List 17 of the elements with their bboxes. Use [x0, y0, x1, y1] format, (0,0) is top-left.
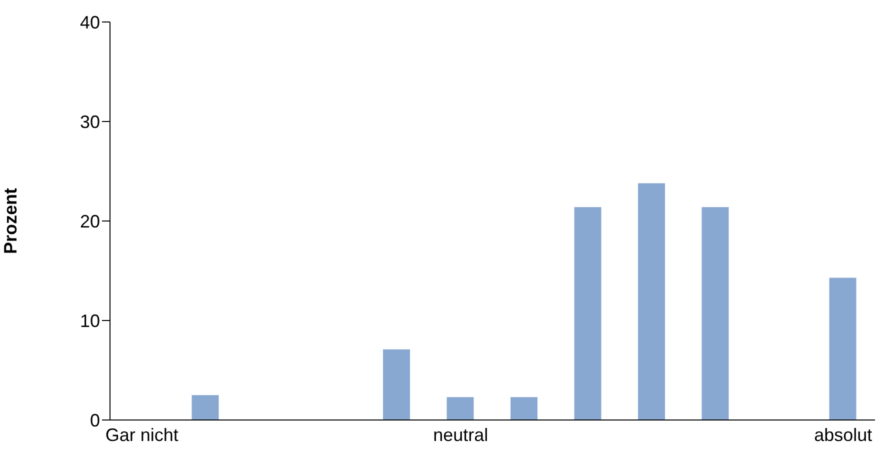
y-tick-label: 20 — [80, 211, 100, 232]
bar — [446, 397, 474, 420]
bar — [829, 278, 856, 420]
bar — [510, 397, 538, 420]
y-axis-title: Prozent — [0, 188, 20, 254]
x-tick-label: absolut — [814, 424, 872, 445]
y-tick-label: 0 — [90, 410, 100, 430]
y-tick-label: 10 — [80, 310, 100, 331]
bar — [638, 183, 665, 420]
x-tick-label: Gar nicht — [105, 424, 178, 445]
bar — [383, 349, 410, 420]
bar — [192, 395, 219, 420]
x-tick-label: neutral — [433, 424, 488, 445]
y-tick-label: 40 — [80, 12, 100, 32]
bar — [574, 207, 602, 420]
y-tick-label: 30 — [80, 112, 100, 132]
bar — [702, 207, 729, 420]
